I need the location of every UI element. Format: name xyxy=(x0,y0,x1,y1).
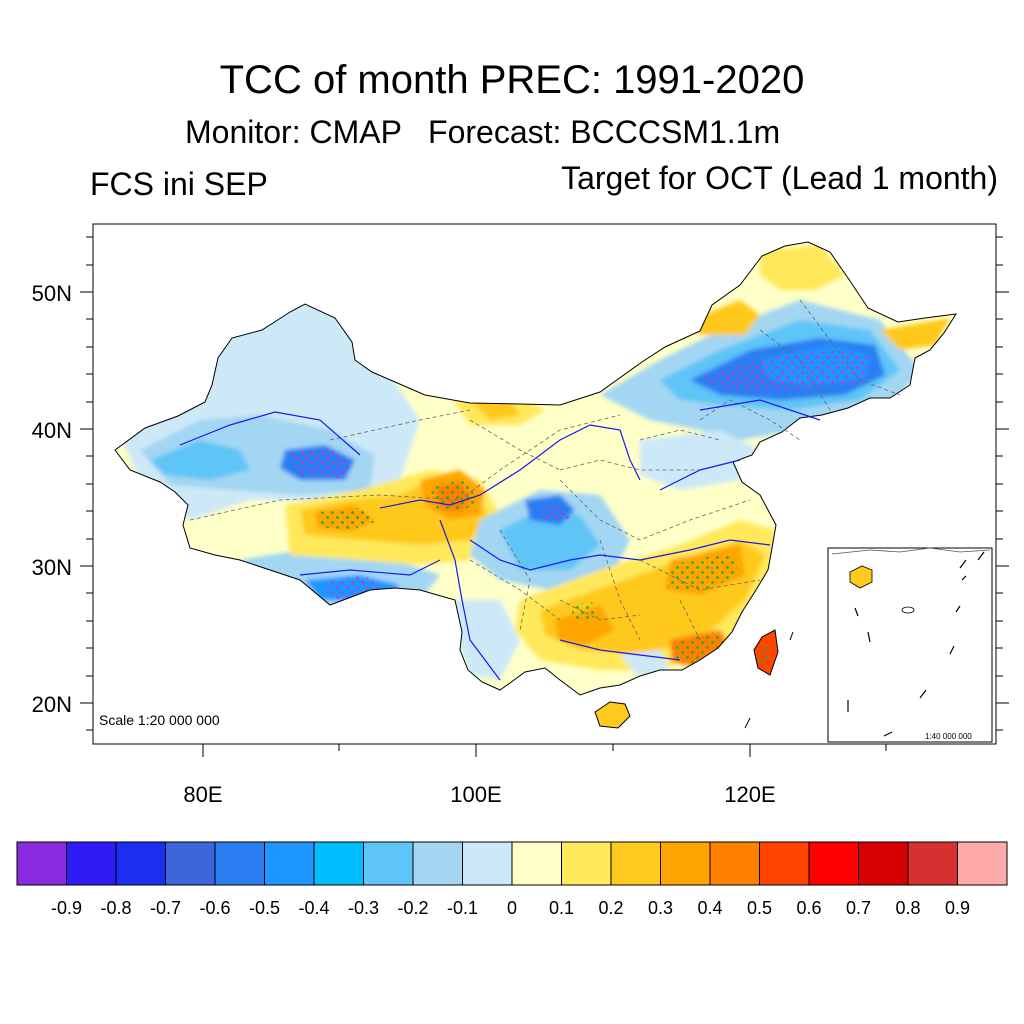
longitude-ticks xyxy=(202,744,887,757)
inset-map: 1:40 000 000 xyxy=(827,547,993,743)
colorbar-swatch xyxy=(610,841,661,886)
lon-label-100e: 100E xyxy=(450,782,501,807)
colorbar-label: -0.3 xyxy=(348,898,379,918)
colorbar-label: 0 xyxy=(507,898,517,918)
colorbar-label: -0.1 xyxy=(447,898,478,918)
colorbar-label: 0.6 xyxy=(796,898,821,918)
colorbar-label: -0.2 xyxy=(397,898,428,918)
colorbar-swatch xyxy=(313,841,364,886)
colorbar-label: -0.4 xyxy=(298,898,329,918)
colorbar-swatch xyxy=(462,841,513,886)
colorbar-swatch xyxy=(907,841,958,886)
lat-label-40n: 40N xyxy=(32,418,72,443)
colorbar-label: -0.5 xyxy=(249,898,280,918)
colorbar-swatch xyxy=(660,841,711,886)
map-scale-label: Scale 1:20 000 000 xyxy=(99,712,220,728)
colorbar-label: 0.8 xyxy=(895,898,920,918)
colorbar-swatch xyxy=(957,841,1008,886)
colorbar: -0.9 -0.8 -0.7 -0.6 -0.5 -0.4 -0.3 -0.2 -0.1 0 0.1… xyxy=(16,841,1008,918)
sea-boundary-marks xyxy=(744,631,794,729)
colorbar-swatch xyxy=(165,841,216,886)
colorbar-swatch xyxy=(759,841,810,886)
colorbar-swatch xyxy=(511,841,562,886)
colorbar-label: 0.3 xyxy=(648,898,673,918)
colorbar-swatch xyxy=(115,841,166,886)
target-label: Target for OCT (Lead 1 month) xyxy=(561,160,998,196)
colorbar-label: 0.1 xyxy=(549,898,574,918)
lat-label-30n: 30N xyxy=(32,555,72,580)
rivers xyxy=(179,399,821,681)
colorbar-swatch xyxy=(264,841,315,886)
colorbar-label: -0.6 xyxy=(199,898,230,918)
colorbar-swatch xyxy=(66,841,117,886)
colorbar-label: -0.9 xyxy=(51,898,82,918)
colorbar-swatch xyxy=(808,841,859,886)
hainan-island xyxy=(594,701,631,729)
colorbar-swatch xyxy=(16,841,67,886)
colorbar-swatch xyxy=(412,841,463,886)
lat-label-20n: 20N xyxy=(32,692,72,717)
colorbar-label: 0.5 xyxy=(747,898,772,918)
lat-label-50n: 50N xyxy=(32,281,72,306)
lon-label-120e: 120E xyxy=(724,782,775,807)
colorbar-label: 0.2 xyxy=(598,898,623,918)
figure-title: TCC of month PREC: 1991-2020 xyxy=(219,58,805,102)
latitude-ticks xyxy=(80,236,1009,731)
colorbar-label: 0.9 xyxy=(945,898,970,918)
colorbar-label: 0.7 xyxy=(846,898,871,918)
initialization-label: FCS ini SEP xyxy=(90,166,268,202)
colorbar-label: 0.4 xyxy=(697,898,722,918)
inset-scale-label: 1:40 000 000 xyxy=(925,732,972,741)
colorbar-swatch xyxy=(858,841,909,886)
lon-label-80e: 80E xyxy=(183,782,222,807)
figure-subtitle: Monitor: CMAP Forecast: BCCCSM1.1m xyxy=(185,114,781,150)
colorbar-swatch xyxy=(214,841,265,886)
colorbar-label: -0.8 xyxy=(100,898,131,918)
colorbar-label: -0.7 xyxy=(150,898,181,918)
colorbar-swatch xyxy=(709,841,760,886)
colorbar-swatch xyxy=(561,841,612,886)
colorbar-swatch xyxy=(363,841,414,886)
